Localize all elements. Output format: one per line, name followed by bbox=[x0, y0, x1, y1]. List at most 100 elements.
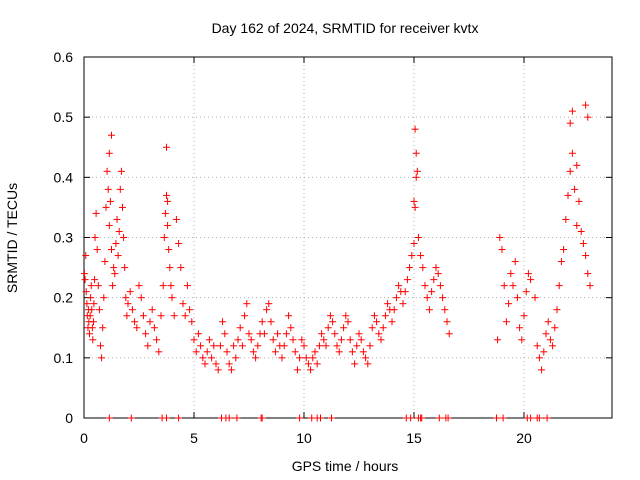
data-point bbox=[252, 354, 260, 362]
data-point bbox=[287, 324, 295, 332]
data-point bbox=[87, 282, 95, 290]
data-point bbox=[105, 149, 113, 157]
data-point bbox=[434, 270, 442, 278]
data-point bbox=[227, 366, 235, 374]
data-point bbox=[335, 348, 343, 356]
data-point bbox=[445, 330, 453, 338]
data-point bbox=[291, 348, 299, 356]
data-point bbox=[160, 234, 168, 241]
data-point bbox=[513, 294, 521, 302]
data-point bbox=[435, 414, 443, 422]
data-point bbox=[236, 324, 244, 332]
data-point bbox=[333, 342, 341, 350]
data-point bbox=[103, 167, 111, 175]
data-point bbox=[566, 119, 574, 127]
data-point bbox=[362, 354, 370, 362]
data-point bbox=[163, 191, 170, 199]
data-point bbox=[381, 312, 389, 320]
data-point bbox=[89, 318, 97, 326]
data-point bbox=[546, 336, 554, 344]
data-point bbox=[340, 324, 348, 332]
data-point bbox=[241, 312, 249, 320]
data-point bbox=[258, 318, 266, 326]
data-point bbox=[116, 185, 124, 193]
data-point bbox=[159, 282, 167, 290]
data-point bbox=[533, 342, 541, 350]
data-point bbox=[579, 240, 587, 248]
data-point bbox=[584, 270, 592, 278]
data-point bbox=[535, 354, 543, 362]
data-point bbox=[269, 336, 277, 344]
data-point bbox=[166, 264, 174, 272]
data-point bbox=[80, 270, 88, 278]
data-point bbox=[582, 101, 590, 109]
data-point bbox=[322, 342, 330, 350]
data-point bbox=[543, 414, 551, 422]
data-point bbox=[439, 294, 447, 302]
data-point bbox=[91, 276, 99, 284]
data-point bbox=[410, 197, 418, 205]
data-point bbox=[318, 330, 326, 338]
data-point bbox=[425, 306, 433, 314]
data-point bbox=[355, 330, 363, 338]
data-point bbox=[212, 360, 220, 368]
data-point bbox=[407, 414, 415, 422]
data-point bbox=[271, 348, 279, 356]
data-point bbox=[121, 264, 129, 272]
data-point bbox=[359, 348, 367, 356]
data-point bbox=[307, 366, 315, 374]
data-point bbox=[351, 360, 359, 368]
data-point bbox=[98, 354, 106, 362]
data-point bbox=[573, 221, 581, 229]
data-point bbox=[90, 300, 98, 308]
data-point bbox=[127, 414, 135, 422]
data-point bbox=[502, 318, 510, 326]
data-point bbox=[102, 203, 110, 211]
data-point bbox=[411, 125, 419, 133]
data-point bbox=[388, 318, 396, 326]
data-point bbox=[538, 366, 546, 374]
data-point bbox=[555, 282, 563, 290]
y-tick-label: 0.3 bbox=[54, 230, 74, 246]
data-point bbox=[247, 336, 255, 344]
data-point bbox=[364, 360, 372, 368]
data-point bbox=[293, 366, 301, 374]
data-point bbox=[114, 252, 122, 260]
data-point bbox=[93, 246, 101, 254]
data-point bbox=[344, 318, 352, 326]
data-point bbox=[137, 294, 145, 302]
y-tick-label: 0.6 bbox=[54, 49, 74, 65]
data-point bbox=[428, 288, 436, 296]
data-point bbox=[418, 414, 426, 422]
data-point bbox=[370, 312, 378, 320]
data-point bbox=[410, 240, 418, 248]
data-point bbox=[285, 312, 293, 320]
data-point bbox=[511, 258, 519, 266]
data-point bbox=[230, 342, 238, 350]
data-point bbox=[384, 300, 392, 308]
data-point bbox=[153, 336, 161, 344]
data-point bbox=[87, 294, 95, 302]
data-point bbox=[105, 414, 113, 422]
data-point bbox=[540, 348, 548, 356]
data-point bbox=[573, 161, 581, 169]
data-point bbox=[86, 330, 93, 338]
data-point bbox=[223, 348, 231, 356]
data-point bbox=[164, 221, 172, 229]
data-point bbox=[413, 167, 421, 175]
data-point bbox=[123, 312, 131, 320]
data-point bbox=[97, 342, 104, 350]
data-point bbox=[444, 414, 452, 422]
data-point bbox=[531, 294, 539, 302]
data-point bbox=[150, 324, 158, 332]
data-point bbox=[99, 324, 107, 332]
data-point bbox=[403, 276, 411, 284]
x-tick-label: 15 bbox=[406, 430, 422, 446]
data-point bbox=[443, 318, 451, 326]
data-point bbox=[375, 330, 383, 338]
data-point bbox=[225, 414, 233, 422]
data-point bbox=[82, 252, 90, 260]
data-point bbox=[265, 300, 273, 308]
data-point bbox=[139, 312, 147, 320]
data-point bbox=[122, 294, 130, 302]
